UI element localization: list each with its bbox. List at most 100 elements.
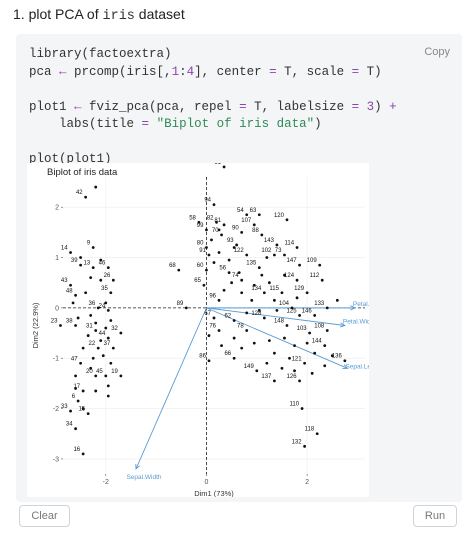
observation-point [273,298,276,302]
observation-point [267,339,271,343]
observation-label: 63 [250,208,257,214]
observation-label: 90 [232,225,239,231]
observation-point [240,278,244,282]
plot-output: Biplot of iris data -2 0 2 -3 -2 -1 0 1 2 Dim1 (73… [27,163,369,497]
observation-point [303,361,306,365]
observation-point [293,369,296,373]
observation-point [109,319,113,322]
observation-label: 37 [104,341,111,347]
observation-point [232,356,236,360]
observation-point [335,298,339,302]
observation-point [305,341,309,345]
observation-point [298,314,301,317]
loading-arrowhead [342,364,349,369]
heading-prefix: 1. plot PCA of [13,6,99,22]
observation-point [240,291,244,295]
observation-point [59,324,62,327]
observation-point [79,361,83,365]
observation-point [217,251,221,254]
observation-label: 16 [73,447,80,453]
observation-label: 129 [294,286,305,292]
observation-label: 45 [96,369,103,375]
observation-point [106,394,110,398]
observation-point [89,366,93,370]
observation-point [205,268,208,272]
observation-point [99,278,103,282]
observation-point [197,220,201,224]
observation-label: 66 [224,351,231,357]
observation-label: 148 [274,319,285,325]
observation-point [252,223,256,227]
observation-point [104,326,108,330]
observation-point [79,263,83,267]
observation-point [303,444,306,448]
observation-label: 26 [104,273,111,279]
observation-point [257,266,261,270]
y-tick-label: 2 [55,205,59,212]
observation-point [275,308,279,312]
observation-point [215,220,218,224]
observation-point [89,314,93,317]
observation-point [222,165,226,169]
observation-label: 74 [232,273,239,279]
observation-point [298,379,301,383]
x-axis-label: Dim1 (73%) [194,489,234,497]
clear-button[interactable]: Clear [19,505,70,527]
observation-point [91,246,95,249]
observation-point [305,291,309,295]
observation-label: 82 [207,215,214,221]
observation-label: 109 [307,258,318,264]
observation-point [212,203,216,207]
x-tick-label: 2 [305,479,309,486]
observation-point [232,319,236,322]
observation-point [74,293,77,297]
observation-label: 19 [111,369,118,375]
observation-point [81,452,85,456]
observation-point [104,301,108,305]
observation-point [94,389,98,393]
copy-button[interactable]: Copy [424,46,450,58]
observation-label: 122 [234,248,245,254]
run-button[interactable]: Run [413,505,457,527]
observation-point [330,354,334,358]
observation-point [257,308,261,312]
observation-point [207,334,211,337]
observation-point [217,329,221,332]
observation-label: 114 [284,240,294,246]
observation-point [109,361,113,365]
observation-point [76,316,80,320]
observation-point [313,314,317,317]
observation-point [257,213,261,217]
observation-point [222,223,226,227]
observation-point [323,364,327,368]
observation-label: 13 [84,261,91,267]
observation-point [74,374,77,378]
loading-label: Sepal.Length [345,363,369,370]
observation-label: 14 [61,246,68,252]
observation-point [217,298,221,302]
observation-point [220,344,223,348]
observation-point [285,218,289,222]
observation-point [293,344,296,348]
y-tick-label: 1 [55,255,59,262]
observation-label: 121 [292,356,303,362]
observation-label: 80 [197,240,204,246]
observation-label: 36 [89,301,96,307]
observation-label: 70 [212,228,219,234]
observation-point [240,346,244,350]
observation-point [300,407,304,410]
observation-point [89,276,93,280]
observation-point [109,291,113,295]
code-block[interactable]: library(factoextra) pca ← prcomp(iris[,1… [29,46,397,169]
observation-label: 76 [209,324,216,330]
observation-point [237,271,241,275]
observation-label: 6 [72,394,76,400]
observation-point [240,230,244,234]
observation-point [106,308,110,312]
observation-point [106,266,110,270]
observation-point [308,331,312,335]
observation-label: 147 [287,258,298,264]
observation-label: 94 [204,198,211,204]
code-line: labs(title = "Biplot of iris data") [29,117,322,131]
code-line: pca ← prcomp(iris[,1:4], center = T, sca… [29,64,382,79]
